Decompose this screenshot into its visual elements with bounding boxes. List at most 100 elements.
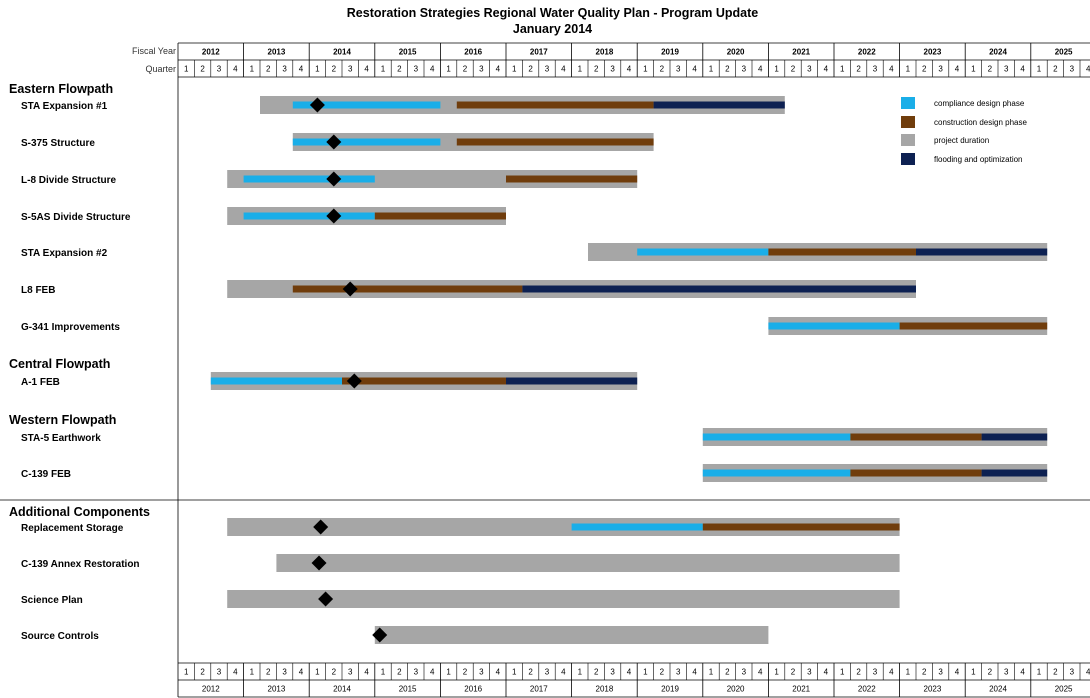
construction-phase-bar xyxy=(702,523,900,531)
year-tick-label: 2020 xyxy=(727,685,745,694)
construction-phase-bar xyxy=(850,469,982,477)
quarter-tick-label: 1 xyxy=(709,668,714,677)
quarter-tick-label: 3 xyxy=(1070,65,1075,74)
quarter-tick-label: 4 xyxy=(824,65,829,74)
year-tick-label: 2025 xyxy=(1055,48,1073,57)
quarter-tick-label: 3 xyxy=(217,65,222,74)
milestone-diamond xyxy=(326,208,342,224)
quarter-tick-label: 4 xyxy=(627,668,632,677)
quarter-tick-label: 1 xyxy=(250,668,255,677)
year-tick-label: 2022 xyxy=(858,48,876,57)
quarter-tick-label: 3 xyxy=(348,65,353,74)
quarter-tick-label: 2 xyxy=(594,65,599,74)
quarter-tick-label: 4 xyxy=(889,65,894,74)
quarter-tick-label: 4 xyxy=(1086,668,1090,677)
quarter-tick-label: 4 xyxy=(889,668,894,677)
duration-bar xyxy=(374,626,769,644)
year-tick-label: 2012 xyxy=(202,685,220,694)
year-tick-label: 2018 xyxy=(596,685,614,694)
quarter-tick-label: 4 xyxy=(758,668,763,677)
compliance-phase-bar xyxy=(292,138,441,146)
quarter-tick-label: 4 xyxy=(692,65,697,74)
milestone-diamond xyxy=(346,373,362,389)
milestone-diamond xyxy=(313,519,329,535)
quarter-tick-label: 1 xyxy=(578,65,583,74)
project-label: L-8 Divide Structure xyxy=(21,175,116,186)
quarter-tick-label: 4 xyxy=(955,65,960,74)
quarter-tick-label: 3 xyxy=(742,668,747,677)
quarter-tick-label: 2 xyxy=(725,65,730,74)
fiscal-year-label: Fiscal Year xyxy=(132,46,176,56)
year-tick-label: 2016 xyxy=(464,48,482,57)
project-label: S-375 Structure xyxy=(21,138,95,149)
quarter-tick-label: 2 xyxy=(397,65,402,74)
compliance-phase-bar xyxy=(292,101,441,109)
year-tick-label: 2019 xyxy=(661,48,679,57)
construction-phase-bar xyxy=(899,322,1048,330)
compliance-phase-bar xyxy=(210,377,342,385)
quarter-tick-label: 1 xyxy=(184,65,189,74)
quarter-tick-label: 3 xyxy=(938,65,943,74)
quarter-tick-label: 3 xyxy=(545,65,550,74)
project-label: STA Expansion #2 xyxy=(21,248,108,259)
quarter-tick-label: 1 xyxy=(906,668,911,677)
quarter-tick-label: 4 xyxy=(496,65,501,74)
quarter-tick-label: 2 xyxy=(1053,668,1058,677)
quarter-tick-label: 3 xyxy=(479,668,484,677)
quarter-tick-label: 2 xyxy=(660,65,665,74)
duration-bar xyxy=(227,590,900,608)
quarter-tick-label: 2 xyxy=(528,668,533,677)
quarter-tick-label: 1 xyxy=(643,65,648,74)
quarter-tick-label: 3 xyxy=(807,65,812,74)
project-label: Source Controls xyxy=(21,631,99,642)
quarter-tick-label: 2 xyxy=(266,668,271,677)
milestone-diamond xyxy=(326,171,342,187)
project-label: Science Plan xyxy=(21,595,83,606)
quarter-tick-label: 3 xyxy=(742,65,747,74)
quarter-tick-label: 2 xyxy=(660,668,665,677)
quarter-tick-label: 1 xyxy=(840,668,845,677)
construction-phase-bar xyxy=(342,377,506,385)
duration-bar xyxy=(227,518,900,536)
quarter-tick-label: 1 xyxy=(184,668,189,677)
year-tick-label: 2017 xyxy=(530,685,548,694)
quarter-tick-label: 4 xyxy=(299,65,304,74)
project-label: STA-5 Earthwork xyxy=(21,433,101,444)
quarter-tick-label: 1 xyxy=(512,668,517,677)
quarter-tick-label: 1 xyxy=(1037,65,1042,74)
group-label: Central Flowpath xyxy=(9,357,110,371)
duration-bar xyxy=(227,170,638,188)
flooding-phase-bar xyxy=(981,433,1048,441)
compliance-phase-bar xyxy=(702,433,851,441)
quarter-tick-label: 1 xyxy=(840,65,845,74)
quarter-tick-label: 2 xyxy=(200,65,205,74)
quarter-tick-label: 1 xyxy=(446,668,451,677)
year-tick-label: 2013 xyxy=(268,48,286,57)
year-tick-label: 2024 xyxy=(989,685,1007,694)
construction-phase-bar xyxy=(768,248,916,256)
quarter-tick-label: 2 xyxy=(922,65,927,74)
year-tick-label: 2017 xyxy=(530,48,548,57)
quarter-tick-label: 4 xyxy=(1020,668,1025,677)
quarter-tick-label: 2 xyxy=(856,65,861,74)
project-label: A-1 FEB xyxy=(21,377,60,388)
quarter-tick-label: 1 xyxy=(315,668,320,677)
quarter-tick-label: 4 xyxy=(955,668,960,677)
compliance-phase-bar xyxy=(571,523,703,531)
group-label: Eastern Flowpath xyxy=(9,82,113,96)
legend-swatch-flooding xyxy=(901,153,915,165)
quarter-tick-label: 3 xyxy=(610,668,615,677)
quarter-tick-label: 4 xyxy=(233,65,238,74)
quarter-tick-label: 4 xyxy=(364,65,369,74)
quarter-tick-label: 4 xyxy=(496,668,501,677)
flooding-phase-bar xyxy=(522,285,916,293)
year-tick-label: 2022 xyxy=(858,685,876,694)
quarter-tick-label: 2 xyxy=(791,668,796,677)
project-label: L8 FEB xyxy=(21,285,55,296)
duration-bar xyxy=(276,554,900,572)
flooding-phase-bar xyxy=(981,469,1048,477)
quarter-tick-label: 4 xyxy=(233,668,238,677)
milestone-diamond xyxy=(309,97,325,113)
year-tick-label: 2014 xyxy=(333,48,351,57)
quarter-tick-label: 3 xyxy=(873,65,878,74)
